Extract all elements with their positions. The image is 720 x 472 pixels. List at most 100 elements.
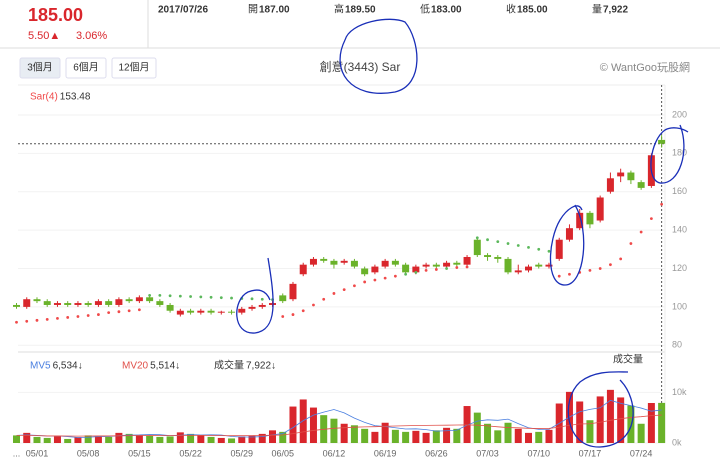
sar-dot	[434, 268, 438, 271]
volume-bar	[238, 436, 246, 443]
volume-bar	[64, 438, 72, 443]
ma-line	[16, 414, 662, 437]
sar-dot	[301, 309, 305, 313]
candle-body	[207, 310, 215, 313]
volume-bar	[484, 423, 492, 443]
candle-body	[596, 197, 604, 221]
x-tick-label: 07/10	[527, 448, 550, 458]
candle-body	[64, 303, 72, 305]
sar-dot	[363, 280, 367, 284]
sar-dot	[414, 270, 418, 274]
sar-dot	[45, 317, 49, 321]
sar-dot	[598, 267, 602, 270]
volume-annotation: 成交量	[613, 353, 643, 366]
y-tick-label: 140	[672, 224, 687, 234]
candle-body	[105, 301, 113, 305]
volume-bar	[13, 435, 20, 443]
y-tick-label: 0k	[672, 437, 682, 447]
volume-bar	[381, 422, 389, 443]
candle-body	[658, 139, 666, 144]
volume-bar	[74, 437, 82, 443]
change: 5.50▲	[28, 30, 60, 42]
tab[interactable]	[19, 57, 61, 79]
sar-dot	[219, 296, 223, 300]
candle-body	[13, 304, 20, 307]
candle-body	[135, 297, 143, 302]
volume-bar	[412, 430, 420, 443]
x-tick-label: 06/12	[323, 448, 346, 458]
sar-dot	[547, 249, 551, 253]
candle-body	[565, 228, 573, 240]
sar-dot	[35, 318, 39, 322]
sar-dot	[660, 202, 664, 206]
candle-body	[289, 283, 297, 300]
candle-body	[402, 264, 410, 273]
x-tick-label: 07/17	[579, 448, 602, 458]
sar-dot	[649, 217, 653, 220]
legend-name: MV5	[30, 361, 51, 372]
volume-bar	[289, 406, 297, 443]
sar-dot	[168, 294, 172, 298]
volume-bar	[432, 430, 440, 443]
tab[interactable]	[65, 57, 107, 79]
volume-bar	[330, 418, 338, 443]
volume-bar	[402, 431, 410, 443]
candle-body	[43, 301, 51, 305]
candle-body	[504, 258, 512, 273]
candle-body	[84, 303, 92, 305]
field-label: 低	[420, 3, 430, 16]
tab-label[interactable]: 6個月	[73, 61, 99, 74]
sar-dot	[342, 288, 346, 292]
sar-dot	[373, 278, 377, 282]
volume-bar	[350, 425, 358, 443]
quote-fields: 開 187.00 高 189.50 低 183.00 收 185.00 量 7,922	[248, 3, 628, 16]
circle	[339, 18, 418, 94]
tab-label[interactable]: 12個月	[118, 61, 149, 74]
volume-bar	[135, 434, 143, 443]
legend-name: 成交量	[214, 359, 244, 372]
sar-dot	[404, 272, 408, 276]
hand-annotations	[236, 18, 689, 448]
candle-body	[309, 258, 317, 265]
field-value: 189.50	[345, 5, 376, 16]
volume-bar	[637, 423, 645, 443]
sar-dot	[107, 311, 111, 315]
volume-bar	[248, 435, 256, 443]
candle-body	[279, 295, 287, 302]
sar-dot	[629, 242, 633, 245]
volume-bar	[156, 436, 164, 443]
volume-bar	[443, 427, 451, 443]
volume-bar	[340, 423, 348, 443]
sar-dot	[158, 293, 162, 297]
circle	[236, 257, 274, 334]
candle-body	[258, 304, 266, 307]
tab[interactable]	[111, 57, 157, 79]
field-label: 開	[248, 4, 258, 16]
sar-dot	[312, 303, 315, 307]
sar-dot	[516, 244, 520, 247]
candle-body	[545, 264, 553, 267]
volume-bar	[391, 429, 399, 443]
sar-dot	[15, 320, 18, 324]
candle-body	[494, 256, 502, 259]
sar-dot	[609, 263, 612, 267]
field-label: 量	[592, 4, 602, 16]
volume-bar	[217, 437, 225, 443]
y-tick-label: 180	[672, 148, 687, 158]
date: 2017/07/26	[158, 5, 208, 16]
candle-body	[473, 239, 481, 256]
volume-bar	[33, 436, 41, 443]
sar-dot	[230, 296, 233, 300]
candle-body	[156, 301, 164, 305]
volume-bar	[453, 428, 461, 443]
x-tick-label: 06/26	[425, 448, 448, 458]
x-tick-label: 06/19	[374, 448, 397, 458]
sar-dot	[619, 257, 623, 261]
circle	[567, 371, 634, 448]
tab-label[interactable]: 3個月	[27, 61, 53, 74]
volume-bar	[43, 437, 51, 443]
sar-dot	[445, 267, 448, 270]
legend-value: 6,534↓	[53, 361, 83, 372]
candle-body	[586, 212, 594, 225]
